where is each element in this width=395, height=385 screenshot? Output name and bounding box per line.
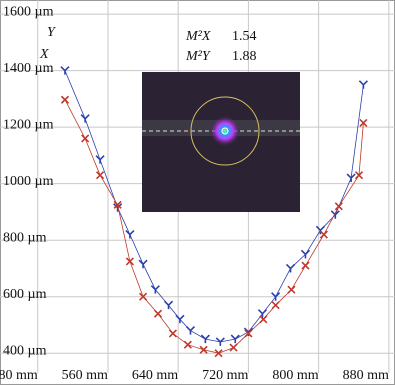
- x-tick-label: 560 mm: [62, 368, 108, 383]
- data-point: [61, 96, 68, 103]
- data-point: [231, 335, 239, 343]
- annotation-value: 1.88: [232, 49, 257, 64]
- data-point: [216, 338, 224, 346]
- legend-label: Y: [47, 25, 57, 40]
- y-tick-label: 1600 µm: [3, 4, 54, 19]
- data-point: [201, 335, 209, 343]
- data-point: [302, 262, 309, 269]
- data-point: [82, 135, 89, 142]
- data-point: [126, 258, 133, 265]
- data-point: [288, 286, 295, 293]
- annotation-label: M²X: [185, 29, 211, 44]
- y-tick-label: 400 µm: [3, 343, 47, 358]
- annotation-label: M²Y: [185, 49, 212, 64]
- beam-image: [142, 72, 300, 212]
- y-tick-label: 800 µm: [3, 230, 47, 245]
- data-point: [287, 264, 295, 272]
- data-point: [186, 327, 194, 335]
- data-point: [230, 344, 237, 351]
- x-tick-label: 800 mm: [272, 368, 318, 383]
- data-point: [272, 302, 279, 309]
- data-point: [155, 310, 162, 317]
- data-point: [97, 172, 104, 179]
- x-tick-label: 480 mm: [0, 368, 38, 383]
- annotation-value: 1.54: [232, 29, 257, 44]
- y-tick-label: 600 µm: [3, 287, 47, 302]
- x-tick-label: 880 mm: [343, 368, 389, 383]
- data-point: [260, 316, 267, 323]
- data-point: [200, 346, 207, 353]
- data-point: [169, 330, 176, 337]
- y-tick-label: 1200 µm: [3, 117, 54, 132]
- x-tick-label: 720 mm: [202, 368, 248, 383]
- data-point: [184, 341, 191, 348]
- data-point: [359, 81, 367, 89]
- data-point: [126, 231, 134, 239]
- chart: M²X 1.54 M²Y 1.88 Y X 400 µm600 µm800 µm…: [0, 0, 395, 385]
- data-point: [81, 115, 89, 123]
- data-point: [165, 301, 173, 309]
- data-point: [320, 231, 327, 238]
- x-tick-label: 640 mm: [132, 368, 178, 383]
- data-point: [139, 260, 147, 268]
- y-tick-label: 1000 µm: [3, 174, 54, 189]
- data-point: [96, 156, 104, 164]
- data-point: [335, 203, 342, 210]
- y-tick-label: 1400 µm: [3, 61, 54, 76]
